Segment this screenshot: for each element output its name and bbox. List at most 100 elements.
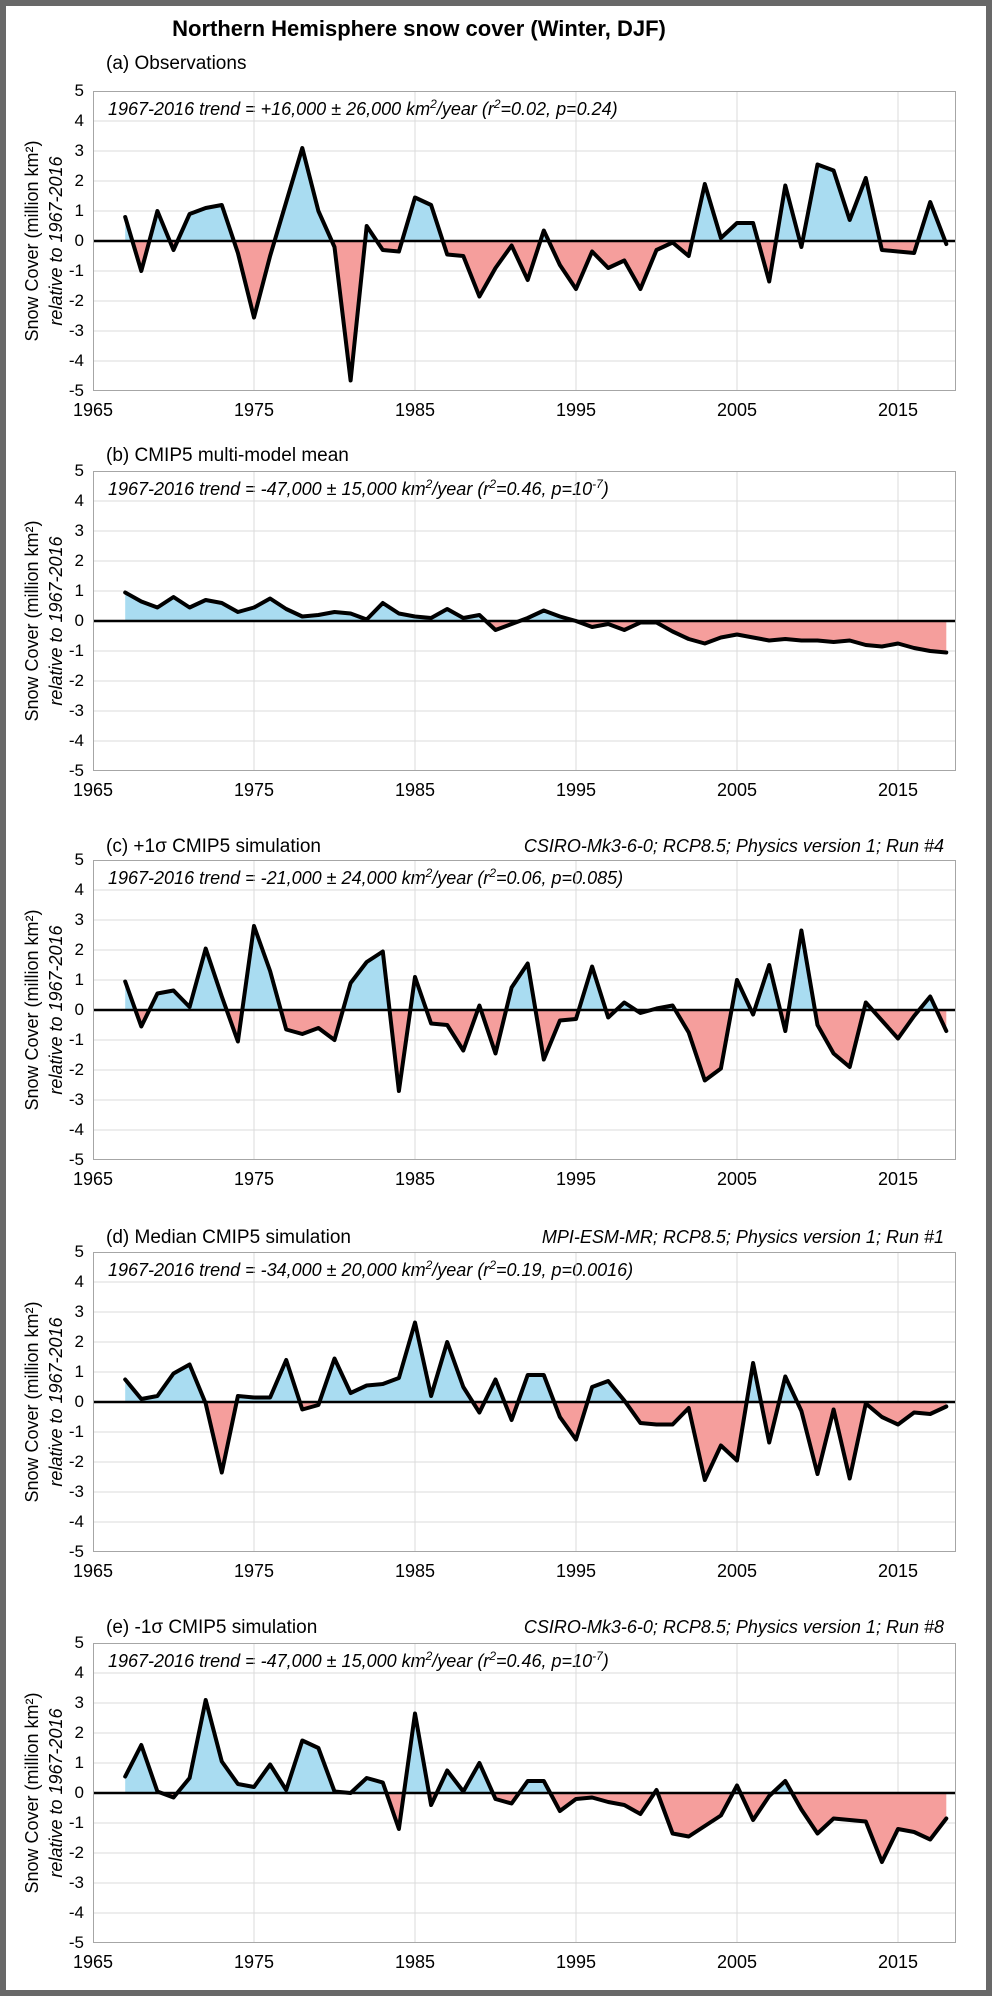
y-tick-label: 5 [74,461,84,480]
y-axis-title: Snow Cover (million km²) [22,1692,42,1894]
x-tick-label: 1995 [555,780,597,800]
trend-annotation: 1967-2016 trend = +16,000 ± 26,000 km2/y… [108,97,618,119]
model-info-label: MPI-ESM-MR; RCP8.5; Physics version 1; R… [541,1227,944,1247]
x-tick-label: 1965 [72,1561,114,1581]
y-axis-title: Snow Cover (million km²) [22,520,42,722]
trend-annotation: 1967-2016 trend = -21,000 ± 24,000 km2/y… [108,866,624,888]
y-tick-label: -2 [68,1843,84,1862]
x-tick-label: 1975 [233,1561,275,1581]
y-axis-title: Snow Cover (million km²) [22,140,42,342]
y-tick-label: 4 [74,880,84,899]
x-tick-label: 1985 [394,400,436,420]
x-tick-label: 2015 [877,400,919,420]
x-tick-label: 2005 [716,1561,758,1581]
y-tick-label: 5 [74,1633,84,1652]
y-tick-label: 1 [74,581,84,600]
x-tick-label: 2015 [877,780,919,800]
x-tick-label: 1965 [72,780,114,800]
x-tick-label: 2005 [716,1169,758,1189]
x-tick-label: 1985 [394,1169,436,1189]
y-tick-label: -5 [68,1542,84,1561]
chart-canvas [93,1643,956,1943]
y-tick-label: 2 [74,940,84,959]
figure-title: Northern Hemisphere snow cover (Winter, … [172,16,666,41]
y-tick-label: 1 [74,201,84,220]
y-tick-label: -2 [68,671,84,690]
y-tick-label: 0 [74,231,84,250]
y-tick-label: -4 [68,731,84,750]
trend-annotation: 1967-2016 trend = -47,000 ± 15,000 km2/y… [108,477,609,499]
x-tick-label: 1965 [72,1952,114,1972]
y-tick-label: 2 [74,551,84,570]
y-tick-label: -3 [68,1090,84,1109]
chart-canvas [93,860,956,1160]
x-tick-label: 1975 [233,400,275,420]
x-tick-label: 2015 [877,1952,919,1972]
x-tick-label: 1975 [233,1169,275,1189]
y-tick-label: -1 [68,641,84,660]
y-tick-label: -5 [68,761,84,780]
panel-label: (d) Median CMIP5 simulation [106,1227,351,1248]
y-tick-label: 0 [74,1000,84,1019]
panel-label: (a) Observations [106,53,247,74]
panel-label: (e) -1σ CMIP5 simulation [106,1617,318,1638]
y-tick-label: -3 [68,701,84,720]
y-tick-label: -4 [68,1903,84,1922]
y-tick-label: -4 [68,1120,84,1139]
x-tick-label: 1975 [233,780,275,800]
y-tick-label: 3 [74,1693,84,1712]
y-tick-label: 0 [74,611,84,630]
x-tick-label: 1975 [233,1952,275,1972]
x-tick-label: 1995 [555,400,597,420]
y-axis-title: Snow Cover (million km²) [22,1301,42,1503]
y-tick-label: 4 [74,491,84,510]
trend-annotation: 1967-2016 trend = -47,000 ± 15,000 km2/y… [108,1649,609,1671]
y-tick-label: 5 [74,850,84,869]
x-tick-label: 2005 [716,780,758,800]
y-tick-label: -2 [68,1452,84,1471]
y-tick-label: -3 [68,1873,84,1892]
panel-label: (c) +1σ CMIP5 simulation [106,836,321,857]
y-tick-label: 1 [74,1362,84,1381]
y-tick-label: -1 [68,1813,84,1832]
model-info-label: CSIRO-Mk3-6-0; RCP8.5; Physics version 1… [523,1617,944,1637]
y-tick-label: 3 [74,1302,84,1321]
y-tick-label: 2 [74,1723,84,1742]
y-tick-label: 5 [74,1242,84,1261]
y-tick-label: -5 [68,381,84,400]
trend-annotation: 1967-2016 trend = -34,000 ± 20,000 km2/y… [108,1258,634,1280]
x-tick-label: 1985 [394,780,436,800]
y-tick-label: 4 [74,1272,84,1291]
y-tick-label: -1 [68,1422,84,1441]
y-tick-label: -1 [68,1030,84,1049]
y-axis-title: Snow Cover (million km²) [22,909,42,1111]
x-tick-label: 1995 [555,1169,597,1189]
y-tick-label: 4 [74,111,84,130]
y-tick-label: 1 [74,970,84,989]
x-tick-label: 1965 [72,1169,114,1189]
y-tick-label: 5 [74,81,84,100]
x-tick-label: 1985 [394,1952,436,1972]
panel-label: (b) CMIP5 multi-model mean [106,445,349,466]
chart-canvas [93,1252,956,1552]
x-tick-label: 2005 [716,400,758,420]
y-tick-label: -2 [68,1060,84,1079]
x-tick-label: 1965 [72,400,114,420]
y-tick-label: 0 [74,1392,84,1411]
x-tick-label: 1995 [555,1952,597,1972]
chart-canvas [93,91,956,391]
model-info-label: CSIRO-Mk3-6-0; RCP8.5; Physics version 1… [523,836,944,856]
y-tick-label: -4 [68,1512,84,1531]
x-tick-label: 1995 [555,1561,597,1581]
y-tick-label: -2 [68,291,84,310]
y-tick-label: -3 [68,1482,84,1501]
x-tick-label: 2015 [877,1561,919,1581]
y-tick-label: -1 [68,261,84,280]
y-tick-label: 3 [74,141,84,160]
x-tick-label: 2005 [716,1952,758,1972]
x-tick-label: 2015 [877,1169,919,1189]
y-tick-label: 3 [74,521,84,540]
y-tick-label: -5 [68,1933,84,1952]
y-tick-label: 3 [74,910,84,929]
